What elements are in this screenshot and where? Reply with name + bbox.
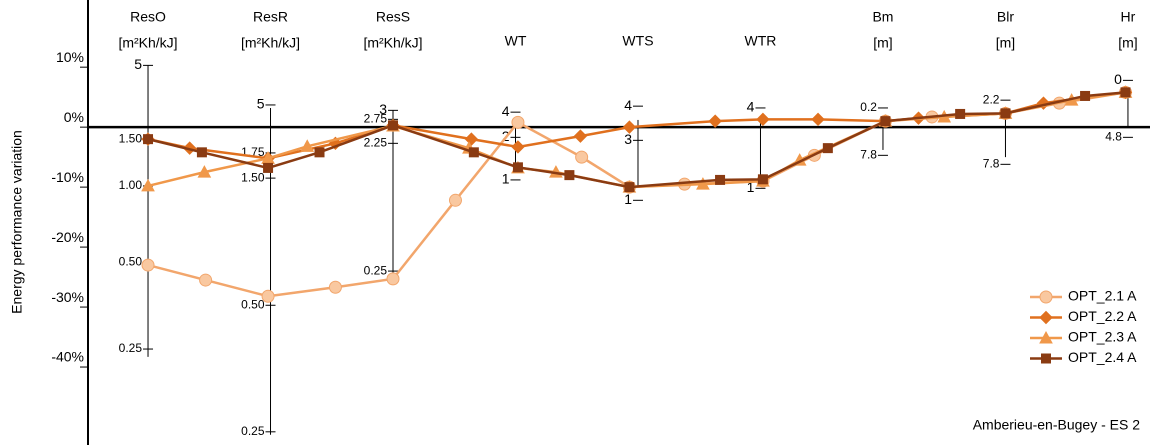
y-tick-label: -40% (51, 349, 84, 365)
param-label: 1 (502, 171, 510, 187)
y-tick-label: 10% (56, 49, 84, 65)
param-name: WTS (622, 33, 653, 49)
marker (622, 120, 637, 134)
marker (1039, 290, 1053, 304)
param-label: 1.00 (119, 178, 143, 192)
marker (1041, 353, 1051, 364)
marker (1039, 310, 1053, 325)
y-tick-label: 0% (64, 109, 84, 125)
marker (511, 140, 525, 154)
marker (300, 139, 315, 152)
y-tick-label: -10% (51, 169, 84, 185)
marker (141, 178, 155, 192)
param-name: WT (505, 33, 527, 49)
param-label: 3 (379, 101, 387, 117)
y-tick-label: -20% (51, 229, 84, 245)
marker (564, 170, 575, 181)
series-line (147, 91, 1126, 298)
legend-label: OPT_2.4 A (1068, 349, 1137, 365)
param-label: 2.25 (364, 136, 388, 150)
marker (1000, 108, 1011, 119)
marker (261, 289, 275, 303)
param-label: 7.8 (983, 156, 1000, 170)
marker (386, 272, 400, 286)
marker (756, 112, 770, 127)
marker (715, 174, 726, 185)
marker (314, 147, 325, 158)
marker (388, 120, 399, 131)
marker (263, 162, 274, 173)
param-label: 1.50 (241, 170, 265, 184)
marker (1120, 87, 1131, 98)
marker (822, 143, 833, 154)
param-label: 0.25 (364, 263, 388, 277)
marker (197, 165, 212, 178)
param-unit: [m²Kh/kJ] (118, 35, 177, 51)
marker (511, 115, 525, 129)
param-unit: [m²Kh/kJ] (363, 35, 422, 51)
param-label: 7.8 (860, 148, 877, 162)
param-label: 0.25 (119, 341, 143, 355)
series-line (147, 91, 1126, 160)
param-unit: [m²Kh/kJ] (241, 35, 300, 51)
marker (143, 134, 154, 145)
param-name: ResR (253, 9, 288, 25)
legend-label: OPT_2.2 A (1068, 308, 1137, 324)
marker (955, 108, 966, 119)
param-label: 4 (502, 103, 510, 119)
param-label: 3 (624, 131, 632, 147)
marker (464, 132, 479, 146)
param-label: 1.50 (119, 131, 143, 145)
marker (757, 174, 768, 185)
param-label: 1 (624, 191, 632, 207)
marker (468, 147, 479, 158)
param-label: 2.75 (364, 112, 388, 126)
param-label: 0.50 (241, 297, 265, 311)
marker (708, 114, 722, 128)
param-name: Bm (872, 9, 893, 25)
param-unit: [m] (1118, 35, 1137, 51)
marker (573, 129, 588, 143)
marker (811, 112, 825, 127)
param-unit: [m] (873, 35, 892, 51)
param-label: 0.25 (241, 424, 265, 438)
marker (624, 182, 635, 193)
marker (199, 273, 213, 287)
y-tick-label: -30% (51, 289, 84, 305)
param-name: Blr (997, 9, 1014, 25)
param-name: Hr (1121, 9, 1136, 25)
param-label: 2.2 (983, 92, 1000, 106)
param-label: 0.2 (860, 100, 877, 114)
annotation: Amberieu-en-Bugey - ES 2 (973, 417, 1141, 433)
marker (196, 147, 207, 158)
marker (1039, 330, 1053, 344)
y-axis-label: Energy performance variation (9, 130, 25, 314)
param-name: ResS (376, 9, 410, 25)
legend-label: OPT_2.1 A (1068, 288, 1137, 304)
param-name: WTR (745, 33, 777, 49)
marker (1080, 90, 1091, 101)
marker (880, 116, 891, 127)
param-label: 4 (624, 97, 632, 113)
param-name: ResO (130, 9, 166, 25)
marker (575, 150, 589, 164)
marker (448, 193, 462, 207)
param-label: 5 (134, 56, 142, 72)
marker (512, 162, 523, 173)
legend-label: OPT_2.3 A (1068, 329, 1137, 345)
param-label: 5 (257, 96, 265, 112)
param-label: 1 (747, 179, 755, 195)
param-unit: [m] (996, 35, 1015, 51)
marker (328, 280, 342, 294)
marker (141, 258, 155, 272)
param-label: 0.50 (119, 254, 143, 268)
param-label: 0 (1114, 71, 1122, 87)
param-label: 4.8 (1105, 130, 1122, 144)
marker (696, 177, 710, 190)
param-label: 4 (747, 99, 755, 115)
